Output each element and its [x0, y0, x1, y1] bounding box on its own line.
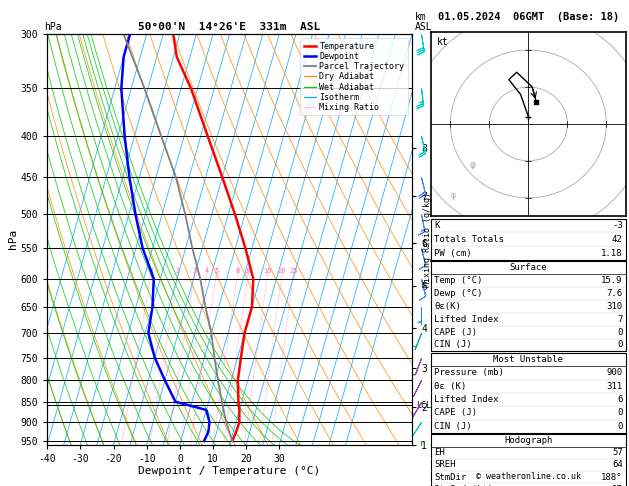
Text: 1: 1	[149, 268, 153, 274]
Text: 4: 4	[204, 268, 209, 274]
Text: Temp (°C): Temp (°C)	[434, 276, 482, 285]
Text: φ: φ	[470, 160, 476, 170]
Text: Lifted Index: Lifted Index	[434, 395, 499, 404]
Text: 0: 0	[617, 408, 623, 417]
Text: 3: 3	[192, 268, 197, 274]
Text: © weatheronline.co.uk: © weatheronline.co.uk	[476, 472, 581, 481]
Text: Mixing Ratio (g/kg): Mixing Ratio (g/kg)	[423, 192, 432, 287]
Text: -3: -3	[612, 221, 623, 230]
Text: Hodograph: Hodograph	[504, 436, 552, 445]
Text: 1.18: 1.18	[601, 249, 623, 258]
Text: 6: 6	[617, 395, 623, 404]
X-axis label: Dewpoint / Temperature (°C): Dewpoint / Temperature (°C)	[138, 467, 321, 476]
Legend: Temperature, Dewpoint, Parcel Trajectory, Dry Adiabat, Wet Adiabat, Isotherm, Mi: Temperature, Dewpoint, Parcel Trajectory…	[300, 38, 408, 115]
Text: PW (cm): PW (cm)	[434, 249, 472, 258]
Text: 8: 8	[235, 268, 240, 274]
Text: 15: 15	[264, 268, 272, 274]
Text: Pressure (mb): Pressure (mb)	[434, 368, 504, 378]
Text: 25: 25	[289, 268, 298, 274]
Text: kt: kt	[437, 37, 448, 47]
Text: hPa: hPa	[44, 21, 62, 32]
Text: 7: 7	[617, 315, 623, 324]
Text: K: K	[434, 221, 440, 230]
Text: 42: 42	[612, 235, 623, 244]
Text: 0: 0	[617, 422, 623, 431]
Text: StmDir: StmDir	[434, 472, 466, 482]
Text: Dewp (°C): Dewp (°C)	[434, 289, 482, 298]
Text: CAPE (J): CAPE (J)	[434, 328, 477, 337]
Text: 2: 2	[176, 268, 180, 274]
Text: 900: 900	[606, 368, 623, 378]
Text: 64: 64	[612, 460, 623, 469]
Text: Surface: Surface	[509, 263, 547, 272]
Text: 311: 311	[606, 382, 623, 391]
Text: 5: 5	[214, 268, 218, 274]
Text: 15.9: 15.9	[601, 276, 623, 285]
Text: Most Unstable: Most Unstable	[493, 355, 564, 364]
Text: 57: 57	[612, 448, 623, 457]
Text: Lifted Index: Lifted Index	[434, 315, 499, 324]
Text: CAPE (J): CAPE (J)	[434, 408, 477, 417]
Text: 310: 310	[606, 302, 623, 311]
Text: CIN (J): CIN (J)	[434, 341, 472, 349]
Text: θε(K): θε(K)	[434, 302, 461, 311]
Text: StmSpd (kt): StmSpd (kt)	[434, 485, 493, 486]
Text: 17: 17	[612, 485, 623, 486]
Text: 7.6: 7.6	[606, 289, 623, 298]
Text: 0: 0	[617, 328, 623, 337]
Text: θε (K): θε (K)	[434, 382, 466, 391]
Text: 10: 10	[244, 268, 252, 274]
Title: 50°00'N  14°26'E  331m  ASL: 50°00'N 14°26'E 331m ASL	[138, 22, 321, 32]
Text: 20: 20	[277, 268, 286, 274]
Text: φ: φ	[450, 191, 455, 200]
Text: EH: EH	[434, 448, 445, 457]
Text: 0: 0	[617, 341, 623, 349]
Text: km
ASL: km ASL	[415, 12, 433, 32]
Text: SREH: SREH	[434, 460, 455, 469]
Y-axis label: hPa: hPa	[8, 229, 18, 249]
Text: 188°: 188°	[601, 472, 623, 482]
Text: 01.05.2024  06GMT  (Base: 18): 01.05.2024 06GMT (Base: 18)	[438, 12, 619, 22]
Text: Totals Totals: Totals Totals	[434, 235, 504, 244]
Text: CIN (J): CIN (J)	[434, 422, 472, 431]
Text: LCL: LCL	[416, 400, 431, 410]
